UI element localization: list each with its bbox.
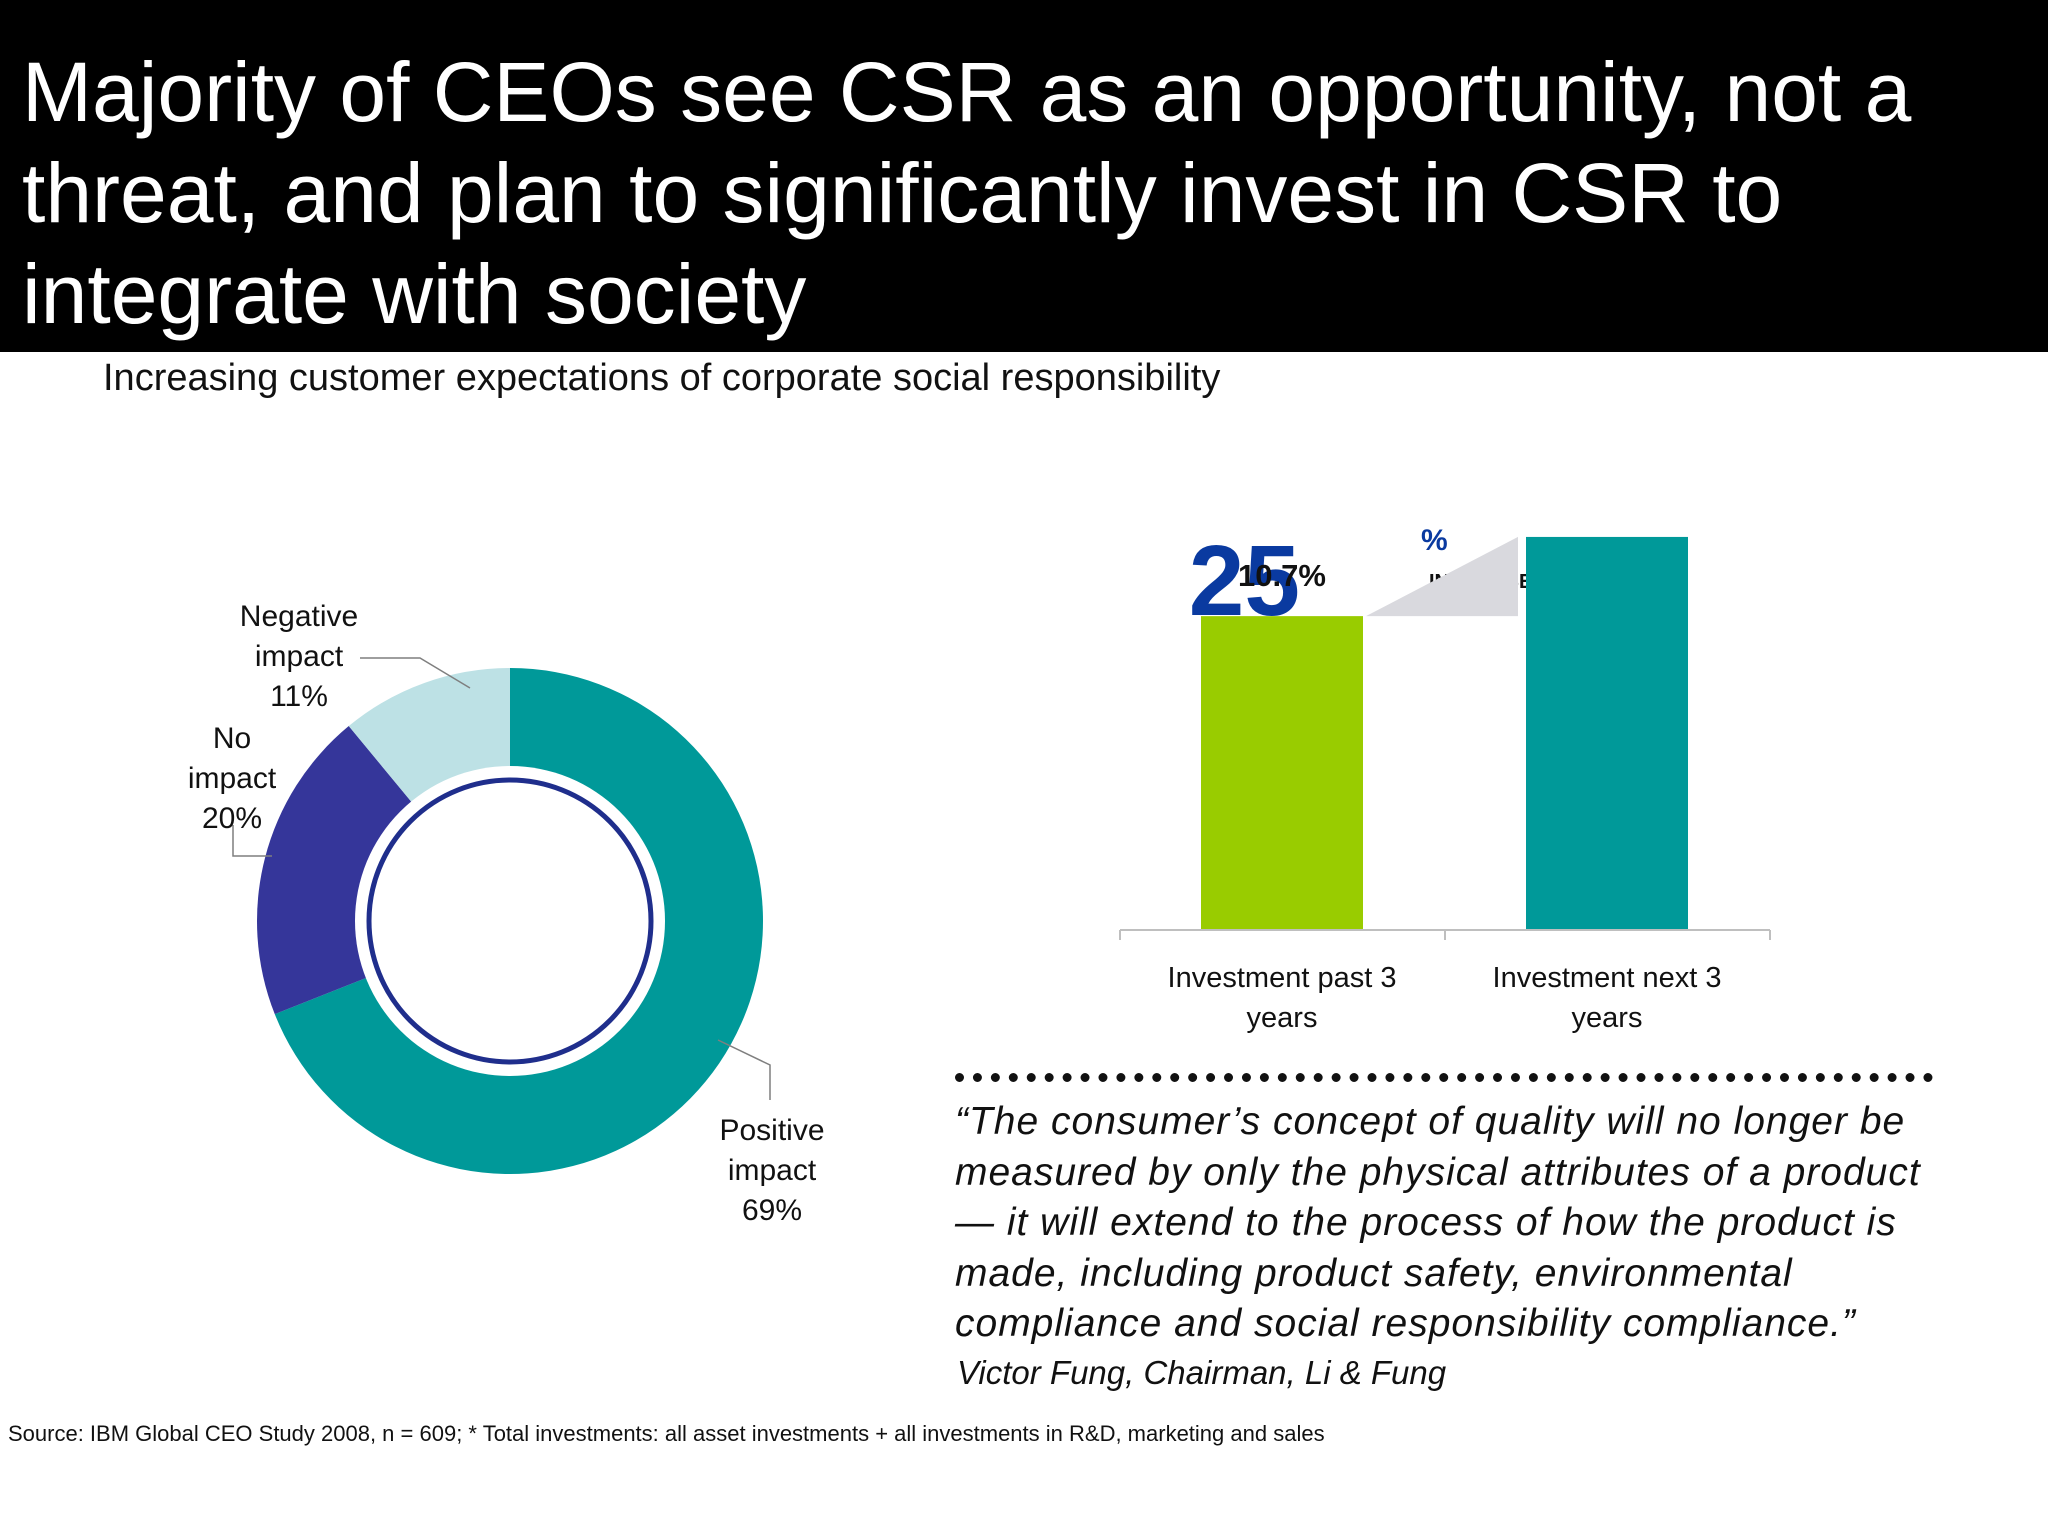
label-negative-value: 11% xyxy=(270,680,328,713)
label-positive-line1: Positive xyxy=(719,1114,824,1147)
category-label-past-line1: Investment past 3 xyxy=(1168,962,1397,994)
label-negative-line2: impact xyxy=(255,640,344,673)
donut-inner-ring xyxy=(366,777,654,1065)
label-positive-line2: impact xyxy=(728,1154,817,1187)
quote-line-1: “The consumer’s concept of quality will … xyxy=(955,1100,1906,1143)
donut-hole xyxy=(355,766,665,1076)
quote-divider xyxy=(955,1073,1933,1082)
quote-text: “The consumer’s concept of quality will … xyxy=(955,1097,1975,1350)
donut-chart: Positive impact 69% No impact 20% Negati… xyxy=(188,600,825,1227)
increase-percent-sign: % xyxy=(1421,524,1448,557)
label-no-impact-line1: No xyxy=(213,722,251,755)
quote-line-2: measured by only the physical attributes… xyxy=(955,1150,1921,1194)
label-no-impact-line2: impact xyxy=(188,762,277,795)
leader-line-positive xyxy=(717,1039,771,1100)
bar-marks: 10.7% 13.4% xyxy=(1201,510,1688,930)
category-label-next-line1: Investment next 3 xyxy=(1493,962,1722,994)
quote-line-3: — it will extend to the process of how t… xyxy=(955,1201,1897,1244)
title-band xyxy=(0,0,2048,352)
value-label-past: 10.7% xyxy=(1238,558,1326,593)
quote-line-5: compliance and social responsibility com… xyxy=(955,1302,1856,1345)
label-positive-value: 69% xyxy=(742,1194,802,1227)
value-label-next: 13.4% xyxy=(1563,510,1651,514)
label-no-impact-value: 20% xyxy=(202,802,262,835)
leader-line-negative xyxy=(360,657,471,689)
quote-attribution: Victor Fung, Chairman, Li & Fung xyxy=(957,1354,1447,1391)
donut-leader-lines xyxy=(232,657,771,1100)
growth-wedge xyxy=(1366,536,1518,617)
investment-bar-chart: 25 % INCREASE 10.7%13.4% Investment past… xyxy=(1119,510,1771,1034)
label-negative-line1: Negative xyxy=(240,600,358,633)
slide-subtitle: Increasing customer expectations of corp… xyxy=(103,357,1221,399)
quote-line-4: made, including product safety, environm… xyxy=(955,1251,1793,1295)
source-note: Source: IBM Global CEO Study 2008, n = 6… xyxy=(8,1421,1325,1446)
category-label-next-line2: years xyxy=(1572,1002,1643,1034)
slide-title: Majority of CEOs see CSR as an opportuni… xyxy=(22,45,1912,341)
category-label-past-line2: years xyxy=(1247,1002,1318,1034)
leader-line-no-impact xyxy=(232,825,272,857)
bar-investment-next xyxy=(1526,536,1688,930)
bar-investment-past xyxy=(1201,616,1363,930)
